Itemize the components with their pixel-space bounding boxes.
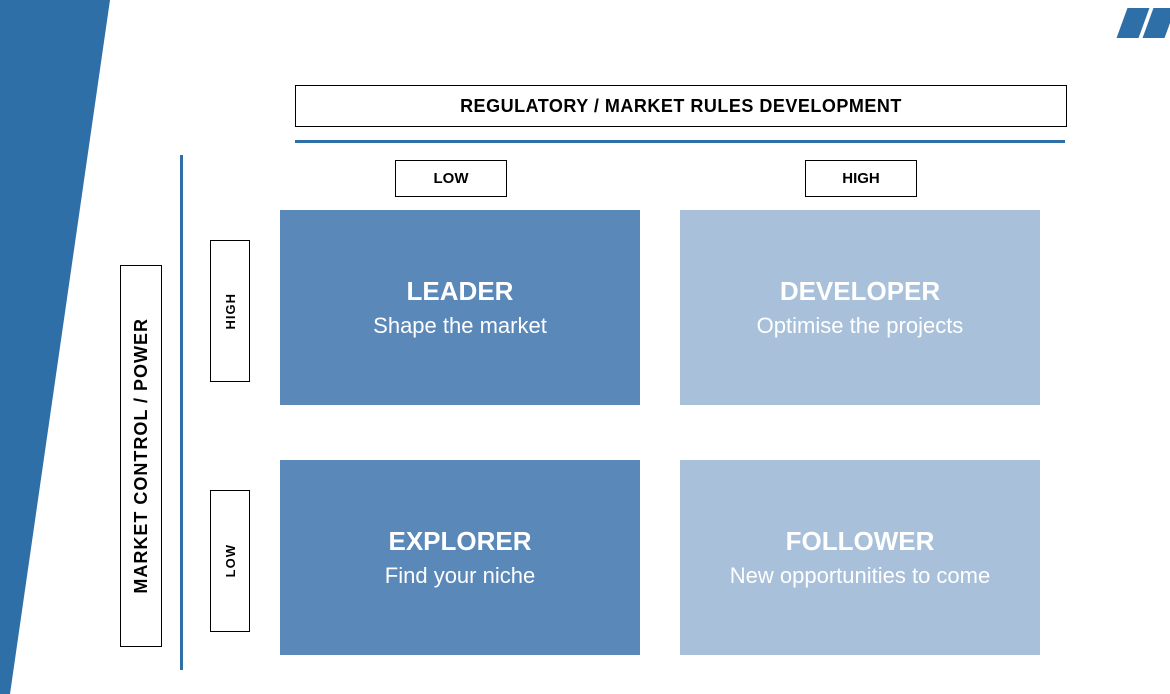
quadrant-title: FOLLOWER bbox=[786, 526, 935, 557]
quadrant-subtitle: Shape the market bbox=[373, 313, 547, 339]
quadrant-title: EXPLORER bbox=[388, 526, 531, 557]
brand-logo bbox=[1122, 8, 1170, 38]
quadrant-follower: FOLLOWER New opportunities to come bbox=[680, 460, 1040, 655]
quadrant-explorer: EXPLORER Find your niche bbox=[280, 460, 640, 655]
x-axis-low-label: LOW bbox=[395, 160, 507, 197]
y-axis-low-label: LOW bbox=[210, 490, 250, 632]
x-axis-high-label: HIGH bbox=[805, 160, 917, 197]
label-text: HIGH bbox=[223, 293, 238, 330]
quadrant-subtitle: New opportunities to come bbox=[730, 563, 990, 589]
label-text: LOW bbox=[223, 544, 238, 577]
label-text: LOW bbox=[434, 170, 469, 187]
quadrant-title: DEVELOPER bbox=[780, 276, 940, 307]
y-axis-rule bbox=[180, 155, 183, 670]
quadrant-subtitle: Find your niche bbox=[385, 563, 535, 589]
x-axis-rule bbox=[295, 140, 1065, 143]
label-text: HIGH bbox=[842, 170, 880, 187]
y-axis-title-box: MARKET CONTROL / POWER bbox=[120, 265, 162, 647]
y-axis-high-label: HIGH bbox=[210, 240, 250, 382]
quadrant-developer: DEVELOPER Optimise the projects bbox=[680, 210, 1040, 405]
quadrant-leader: LEADER Shape the market bbox=[280, 210, 640, 405]
quadrant-subtitle: Optimise the projects bbox=[757, 313, 964, 339]
x-axis-title: REGULATORY / MARKET RULES DEVELOPMENT bbox=[460, 96, 902, 117]
y-axis-title: MARKET CONTROL / POWER bbox=[131, 318, 152, 594]
quadrant-title: LEADER bbox=[407, 276, 514, 307]
x-axis-title-box: REGULATORY / MARKET RULES DEVELOPMENT bbox=[295, 85, 1067, 127]
